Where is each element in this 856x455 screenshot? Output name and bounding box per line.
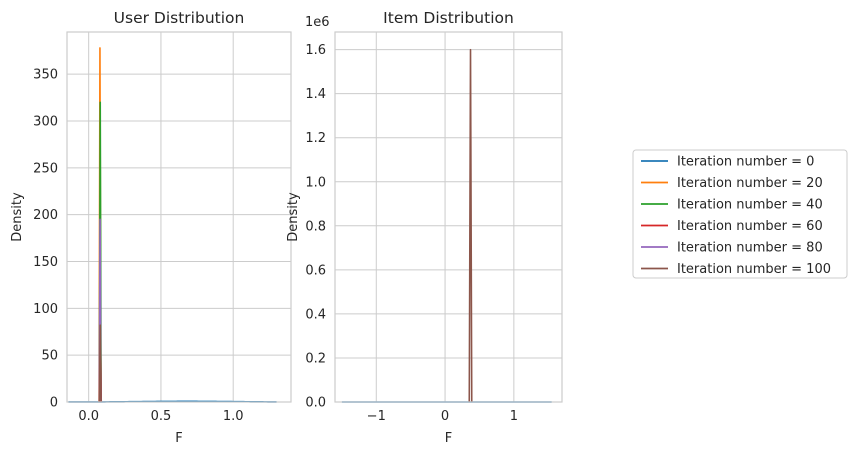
legend: Iteration number = 0 Iteration number = 2… xyxy=(632,149,848,279)
user-distribution-chart: 0.0 0.5 1.0 0 50 100 150 200 250 300 350 User Distr… xyxy=(10,9,292,446)
y-tick-label: 0.2 xyxy=(305,351,326,366)
legend-item-iteration-number-100: Iteration number = 100 xyxy=(641,262,831,277)
plot-frame xyxy=(334,31,563,403)
legend-item-iteration-number-20: Iteration number = 20 xyxy=(641,176,823,191)
legend-label: Iteration number = 100 xyxy=(677,262,831,277)
y-tick-label: 1.4 xyxy=(305,87,326,102)
y-offset-label: 1e6 xyxy=(305,15,330,30)
x-tick-label: 0.0 xyxy=(78,409,99,424)
x-axis-label: F xyxy=(175,431,182,446)
y-tick-label: 0.0 xyxy=(305,396,326,411)
y-tick-label: 150 xyxy=(33,255,58,270)
y-tick-label: 350 xyxy=(33,68,58,83)
legend-frame xyxy=(632,149,848,279)
legend-label: Iteration number = 60 xyxy=(677,219,823,234)
y-tick-label: 0.6 xyxy=(305,263,326,278)
legend-label: Iteration number = 80 xyxy=(677,241,823,256)
legend-item-iteration-number-40: Iteration number = 40 xyxy=(641,198,823,213)
y-tick-label: 0.8 xyxy=(305,219,326,234)
x-axis-label: F xyxy=(445,431,452,446)
y-tick-label: 0.4 xyxy=(305,307,326,322)
y-tick-label: 1.0 xyxy=(305,175,326,190)
item-distribution-chart: −1 0 1 0.0 0.2 0.4 0.6 0.8 1.0 1.2 1.4 1.6 1e6 Item D… xyxy=(286,9,563,446)
y-tick-label: 1.2 xyxy=(305,131,326,146)
y-axis-label: Density xyxy=(286,192,301,242)
x-tick-label: 0 xyxy=(441,409,449,424)
y-tick-label: 0 xyxy=(50,396,58,411)
legend-label: Iteration number = 20 xyxy=(677,176,823,191)
legend-item-iteration-number-60: Iteration number = 60 xyxy=(641,219,823,234)
series-line-iteration-number-100 xyxy=(468,48,473,403)
y-tick-label: 250 xyxy=(33,161,58,176)
x-tick-label: 0.5 xyxy=(151,409,172,424)
x-tick-label: −1 xyxy=(367,409,386,424)
y-tick-label: 50 xyxy=(41,349,58,364)
y-tick-label: 1.6 xyxy=(305,43,326,58)
legend-item-iteration-number-80: Iteration number = 80 xyxy=(641,241,823,256)
legend-label: Iteration number = 40 xyxy=(677,198,823,213)
chart-title: Item Distribution xyxy=(383,9,514,27)
y-tick-label: 100 xyxy=(33,302,58,317)
plot-frame xyxy=(66,31,292,403)
legend-item-iteration-number-0: Iteration number = 0 xyxy=(641,155,814,170)
x-tick-label: 1.0 xyxy=(223,409,244,424)
y-tick-label: 300 xyxy=(33,114,58,129)
x-tick-label: 1 xyxy=(510,409,518,424)
chart-title: User Distribution xyxy=(114,9,245,27)
legend-label: Iteration number = 0 xyxy=(677,155,814,170)
y-tick-label: 200 xyxy=(33,208,58,223)
y-axis-label: Density xyxy=(10,192,25,242)
series-line-iteration-number-100 xyxy=(98,324,102,403)
